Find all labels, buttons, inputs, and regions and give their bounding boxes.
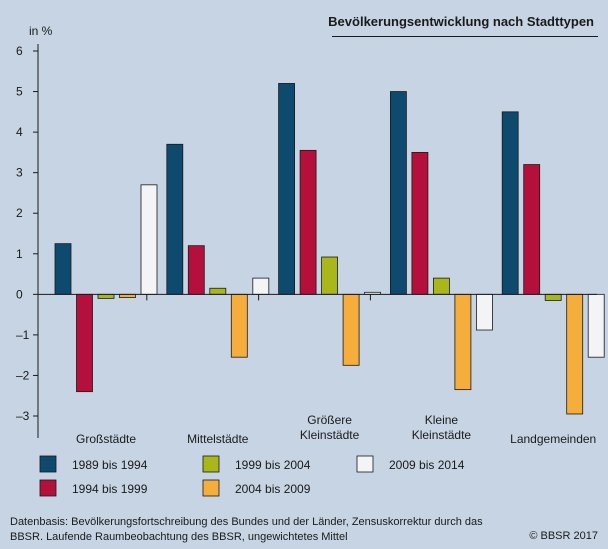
bar	[187, 245, 205, 295]
legend-swatch	[39, 479, 57, 497]
category-label: Kleinstädte	[412, 428, 472, 442]
bar	[166, 143, 184, 295]
bar	[523, 164, 541, 295]
bar	[209, 287, 227, 295]
bar	[501, 111, 519, 295]
legend-label: 1999 bis 2004	[235, 458, 311, 472]
bar	[475, 293, 493, 331]
title-rule	[332, 36, 598, 37]
y-tick-label: 2	[16, 206, 23, 220]
legend-label: 1994 bis 1999	[72, 482, 148, 496]
bar	[342, 293, 360, 366]
category-label: Mittelstädte	[187, 432, 249, 446]
bar	[587, 293, 605, 358]
bar	[544, 293, 562, 301]
y-tick-label: –3	[16, 409, 30, 423]
legend-label: 1989 bis 1994	[72, 458, 148, 472]
bar	[54, 243, 72, 295]
y-tick-label: –2	[16, 368, 30, 382]
category-label: Größere	[307, 413, 352, 427]
legend-label: 2009 bis 2014	[389, 458, 465, 472]
y-tick-label: –1	[16, 328, 30, 342]
y-tick-label: 6	[16, 44, 23, 58]
category-label: Großstädte	[76, 432, 136, 446]
source-line-1: Datenbasis: Bevölkerungsfortschreibung d…	[10, 516, 483, 528]
y-axis-label: in %	[29, 24, 53, 38]
bar	[566, 293, 584, 415]
copyright: © BBSR 2017	[529, 530, 598, 542]
chart-title: Bevölkerungsentwicklung nach Stadttypen	[328, 14, 594, 29]
source-note: Datenbasis: Bevölkerungsfortschreibung d…	[10, 515, 510, 545]
y-tick-label: 3	[16, 166, 23, 180]
category-label: Kleine	[425, 413, 459, 427]
bar	[76, 293, 93, 393]
source-line-2: BBSR. Laufende Raumbeobachtung des BBSR,…	[10, 531, 348, 543]
bar	[432, 277, 450, 295]
category-label: Landgemeinden	[510, 432, 596, 446]
y-tick-label: 5	[16, 85, 23, 99]
bar	[230, 293, 248, 358]
y-tick-label: 0	[16, 287, 23, 301]
legend-swatch	[39, 455, 57, 473]
bar	[454, 293, 472, 391]
legend-label: 2004 bis 2009	[235, 482, 311, 496]
category-label: Kleinstädte	[300, 428, 360, 442]
bar	[389, 91, 407, 295]
bar	[299, 149, 317, 295]
bar	[252, 277, 270, 295]
y-tick-label: 1	[16, 247, 23, 261]
legend-swatch	[356, 455, 374, 473]
y-tick-label: 4	[16, 125, 23, 139]
bar	[140, 184, 158, 295]
bar	[97, 293, 115, 299]
bar	[278, 83, 296, 295]
bar	[411, 151, 429, 295]
legend-swatch	[202, 455, 220, 473]
legend-swatch	[202, 479, 220, 497]
bar	[321, 256, 339, 295]
